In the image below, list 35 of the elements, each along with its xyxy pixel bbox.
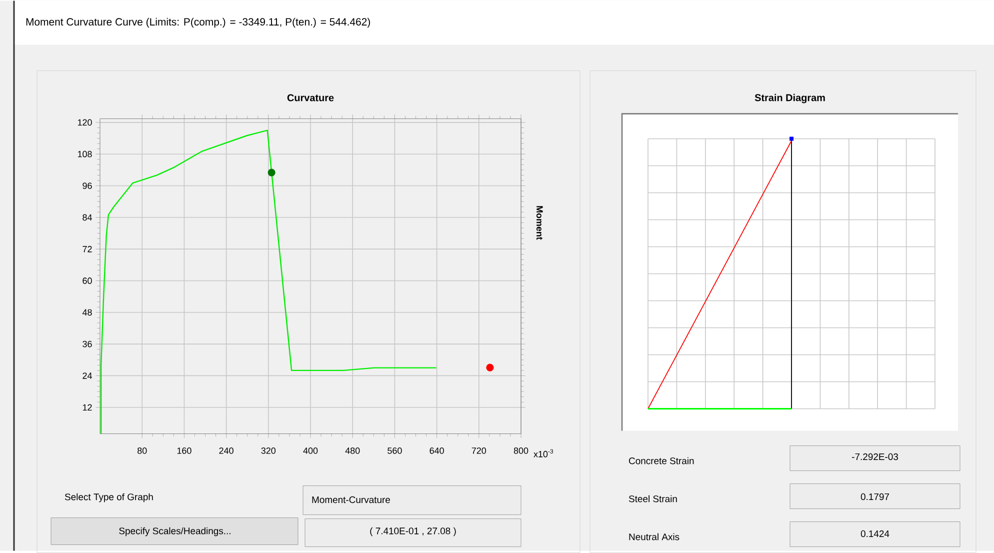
y-tick-label: 84 bbox=[82, 214, 92, 221]
x-tick-label: 240 bbox=[219, 448, 234, 454]
y-tick-label: 96 bbox=[82, 182, 92, 189]
y-axis-title: Moment bbox=[536, 206, 543, 240]
y-tick-label: 120 bbox=[78, 119, 92, 126]
y-tick-label: 48 bbox=[82, 309, 92, 316]
text: Select Type of Graph bbox=[64, 493, 153, 502]
x-tick-label: 160 bbox=[177, 448, 192, 454]
x-tick-label: 400 bbox=[303, 448, 318, 454]
text: Neutral Axis bbox=[629, 533, 680, 540]
y-tick-label: 60 bbox=[82, 278, 92, 284]
text: Strain Diagram bbox=[754, 94, 825, 104]
x-tick-label: 480 bbox=[345, 448, 360, 454]
x-tick-label: 320 bbox=[261, 448, 276, 454]
x-tick-label: 640 bbox=[430, 448, 444, 454]
x-tick-label: 560 bbox=[388, 448, 402, 454]
text: Concrete Strain bbox=[629, 457, 694, 464]
y-tick-label: 12 bbox=[82, 404, 92, 411]
text: -7.292E-03 bbox=[852, 453, 898, 460]
text: Moment-Curvature bbox=[312, 496, 390, 504]
y-tick-label: 36 bbox=[82, 340, 92, 348]
y-tick-label: 24 bbox=[82, 372, 92, 379]
text: 0.1424 bbox=[860, 530, 890, 538]
text: 0.1797 bbox=[860, 493, 890, 500]
text: ( 7.410E-01 , 27.08 ) bbox=[370, 527, 456, 536]
x-tick-label: 800 bbox=[514, 448, 528, 454]
x-tick-label: 80 bbox=[138, 448, 147, 454]
x-tick-label: 720 bbox=[472, 448, 486, 454]
x-axis-title: x10$^{-3}$ bbox=[534, 449, 553, 458]
y-tick-label: 72 bbox=[82, 246, 92, 252]
text: Moment Curvature Curve (Limits: P(comp.) = -3349.11, P(ten.) = 544.462) bbox=[26, 18, 370, 28]
y-tick-label: 108 bbox=[78, 150, 92, 158]
text: Specify Scales/Headings... bbox=[119, 527, 230, 536]
chart-title: Curvature bbox=[287, 94, 334, 102]
text: Steel Strain bbox=[628, 495, 677, 502]
